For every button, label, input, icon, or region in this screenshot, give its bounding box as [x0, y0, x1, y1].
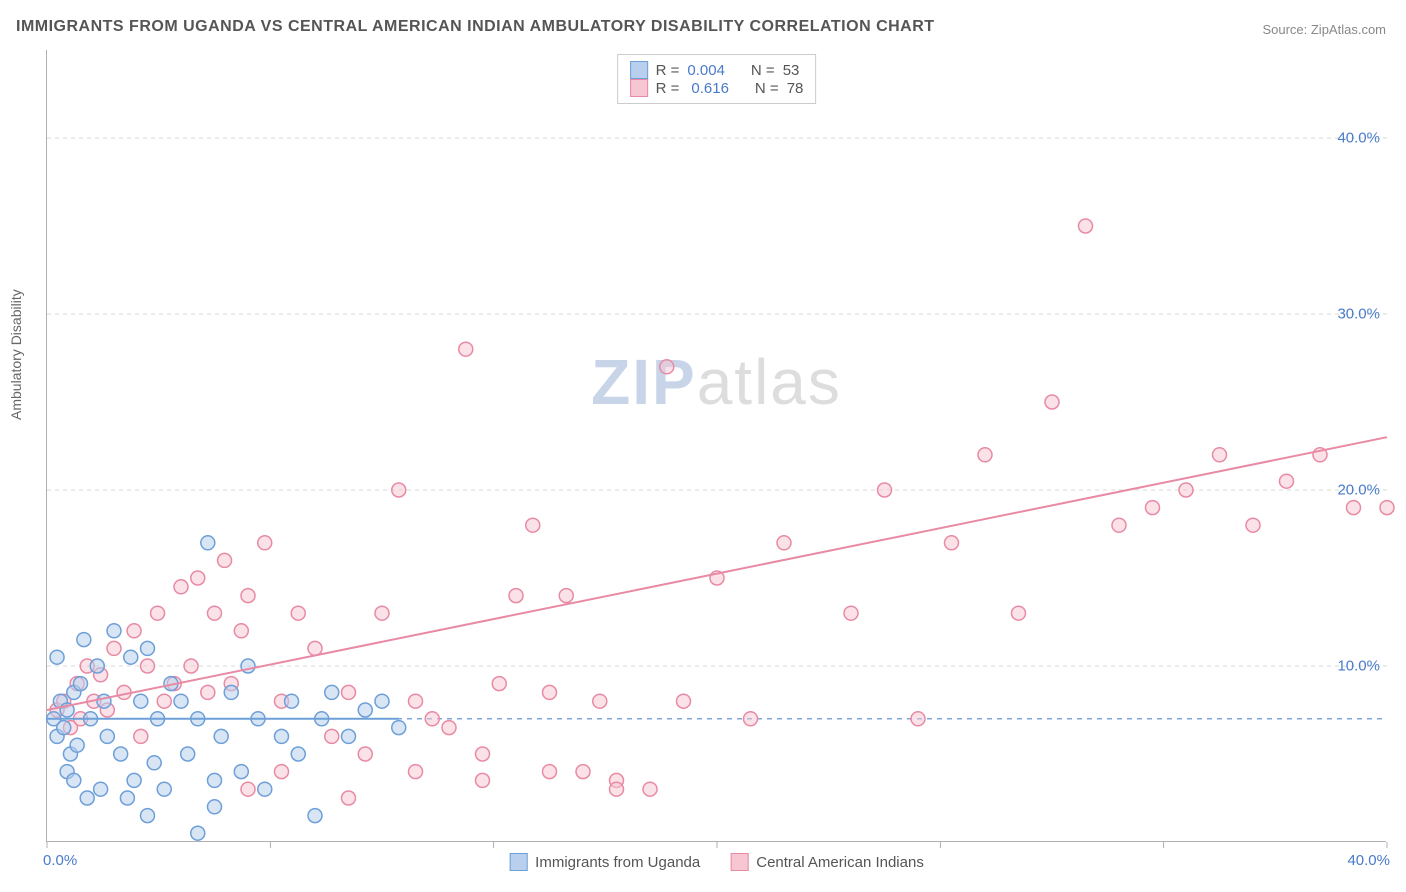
y-tick-label: 40.0% — [1337, 130, 1380, 147]
y-tick-label: 20.0% — [1337, 482, 1380, 499]
legend-item-a: Immigrants from Uganda — [509, 853, 700, 871]
legend-r-value-a: 0.004 — [687, 62, 725, 79]
legend-r-label-a: R = — [656, 62, 680, 79]
x-axis-start-label: 0.0% — [43, 852, 77, 869]
chart-plot-area: ZIPatlas R = 0.004 N = 53 R = 0.616 N = … — [46, 50, 1386, 842]
legend-row-a: R = 0.004 N = 53 — [630, 61, 804, 79]
legend-name-b: Central American Indians — [756, 854, 924, 871]
legend-n-label-b: N = — [755, 80, 779, 97]
legend-swatch-b-bottom — [730, 853, 748, 871]
legend-r-value-b: 0.616 — [691, 80, 729, 97]
legend-swatch-b — [630, 79, 648, 97]
x-axis-end-label: 40.0% — [1347, 852, 1390, 869]
y-tick-label: 10.0% — [1337, 658, 1380, 675]
y-axis-label: Ambulatory Disability — [8, 289, 24, 420]
source-attribution: Source: ZipAtlas.com — [1262, 22, 1386, 37]
legend-n-label-a: N = — [751, 62, 775, 79]
legend-r-label-b: R = — [656, 80, 680, 97]
correlation-legend: R = 0.004 N = 53 R = 0.616 N = 78 — [617, 54, 817, 104]
legend-swatch-a — [630, 61, 648, 79]
series-legend: Immigrants from Uganda Central American … — [509, 853, 924, 871]
legend-swatch-a-bottom — [509, 853, 527, 871]
legend-row-b: R = 0.616 N = 78 — [630, 79, 804, 97]
chart-title: IMMIGRANTS FROM UGANDA VS CENTRAL AMERIC… — [16, 18, 935, 36]
y-tick-label: 30.0% — [1337, 306, 1380, 323]
legend-item-b: Central American Indians — [730, 853, 924, 871]
legend-name-a: Immigrants from Uganda — [535, 854, 700, 871]
plot-svg — [47, 50, 1386, 841]
legend-n-value-a: 53 — [783, 62, 800, 79]
legend-n-value-b: 78 — [787, 80, 804, 97]
